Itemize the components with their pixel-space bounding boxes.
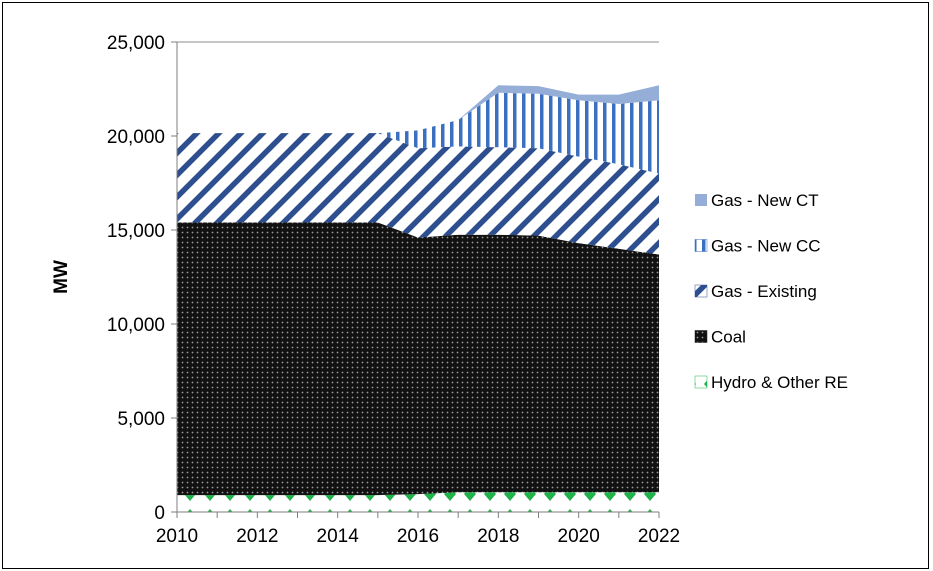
legend-label-gas-new-cc: Gas - New CC [711,237,821,256]
x-tick-label: 2016 [397,526,439,547]
x-tick-label: 2010 [156,526,198,547]
legend: Gas - New CT Gas - New CC Gas - Existing Co… [694,191,848,392]
y-tick-label: 15,000 [107,221,165,242]
legend-swatch-gas-new-ct [695,194,707,206]
legend-label-gas-new-ct: Gas - New CT [711,191,819,210]
legend-label-hydro-other-re: Hydro & Other RE [711,373,848,392]
legend-swatch-gas-existing [694,284,708,298]
legend-swatch-gas-new-cc [694,239,708,252]
x-tick-label: 2014 [317,526,360,547]
x-tick-label: 2022 [638,526,680,547]
y-tick-label: 25,000 [107,33,165,54]
legend-swatch-hydro-other-re [694,375,708,389]
legend-label-coal: Coal [711,328,746,347]
y-tick-label: 20,000 [107,127,165,148]
x-tick-label: 2020 [558,526,600,547]
area-hydro-other-re [177,492,659,512]
x-tick-label: 2018 [477,526,519,547]
y-axis-label: MW [51,260,72,294]
legend-swatch-coal [694,330,708,343]
area-layer [177,85,659,512]
y-tick-label: 0 [154,503,165,524]
area-coal [177,222,659,496]
legend-label-gas-existing: Gas - Existing [711,282,817,301]
y-tick-label: 5,000 [117,409,165,430]
area-gas-existing [177,133,659,255]
y-tick-label: 10,000 [107,315,165,336]
area-gas-new-cc [177,92,659,174]
x-tick-label: 2012 [236,526,278,547]
axis-layer: 0 5,000 10,000 15,000 20,000 25,000 2010 2012 20… [51,33,680,547]
